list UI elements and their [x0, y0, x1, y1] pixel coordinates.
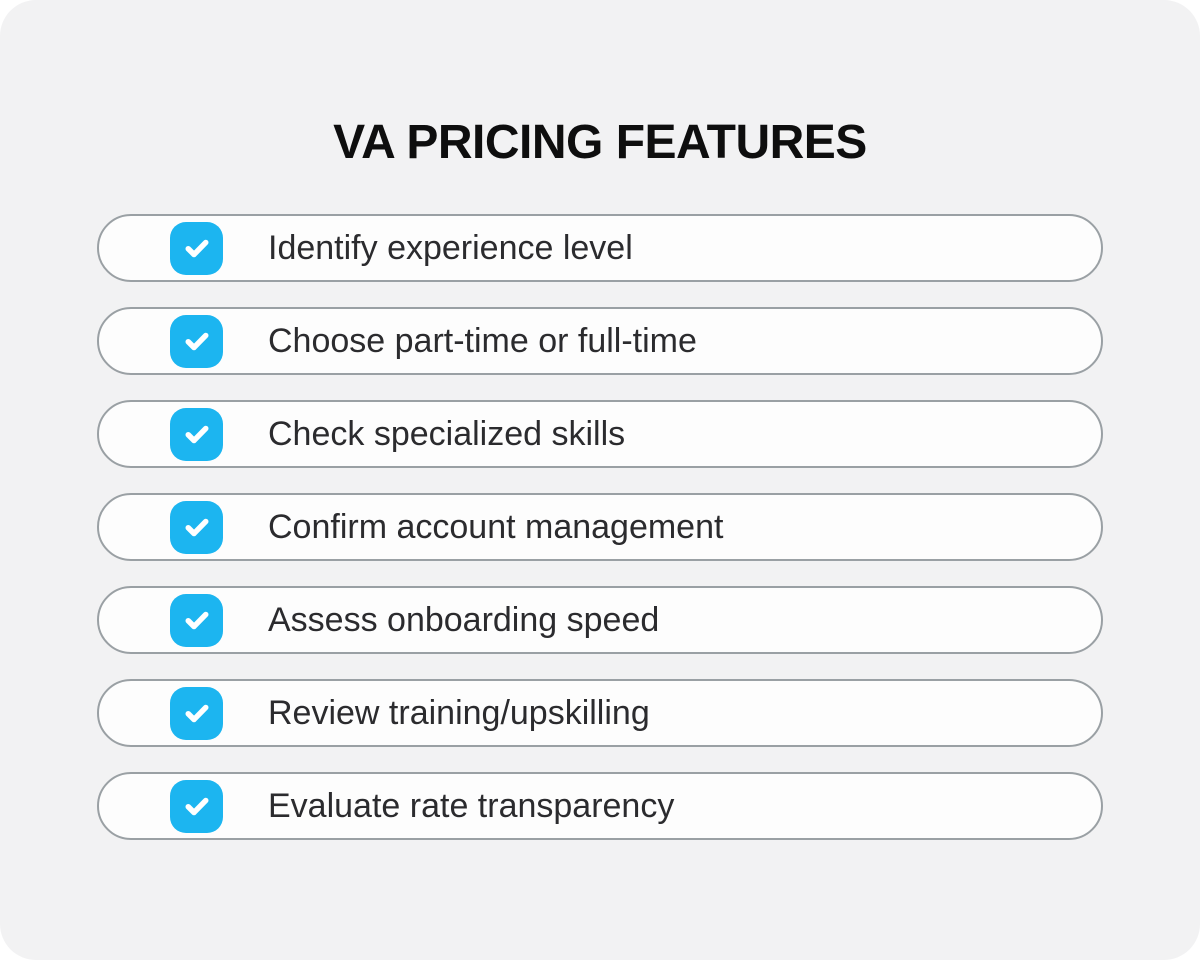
checkmark-icon	[182, 512, 212, 542]
checklist-item: Identify experience level	[97, 214, 1103, 282]
checkbox-checked[interactable]	[170, 500, 223, 554]
checkmark-icon	[182, 698, 212, 728]
checklist: Identify experience level Choose part-ti…	[97, 214, 1103, 840]
checklist-item-label: Evaluate rate transparency	[268, 787, 675, 825]
checkmark-icon	[182, 419, 212, 449]
checklist-item: Evaluate rate transparency	[97, 772, 1103, 840]
checkbox-checked[interactable]	[170, 314, 223, 368]
checklist-item: Confirm account management	[97, 493, 1103, 561]
checklist-item: Choose part-time or full-time	[97, 307, 1103, 375]
checklist-item: Assess onboarding speed	[97, 586, 1103, 654]
checklist-item: Review training/upskilling	[97, 679, 1103, 747]
checkbox-checked[interactable]	[170, 593, 223, 647]
checklist-item-label: Check specialized skills	[268, 415, 626, 453]
checkmark-icon	[182, 791, 212, 821]
checklist-item: Check specialized skills	[97, 400, 1103, 468]
checklist-item-label: Assess onboarding speed	[268, 601, 660, 639]
checklist-item-label: Review training/upskilling	[268, 694, 650, 732]
checklist-item-label: Choose part-time or full-time	[268, 322, 697, 360]
checklist-item-label: Confirm account management	[268, 508, 724, 546]
checkbox-checked[interactable]	[170, 779, 223, 833]
checkbox-checked[interactable]	[170, 407, 223, 461]
checkbox-checked[interactable]	[170, 686, 223, 740]
checkmark-icon	[182, 605, 212, 635]
checkmark-icon	[182, 326, 212, 356]
checkbox-checked[interactable]	[170, 221, 223, 275]
page-title: VA PRICING FEATURES	[333, 116, 867, 169]
checkmark-icon	[182, 233, 212, 263]
checklist-item-label: Identify experience level	[268, 229, 633, 267]
